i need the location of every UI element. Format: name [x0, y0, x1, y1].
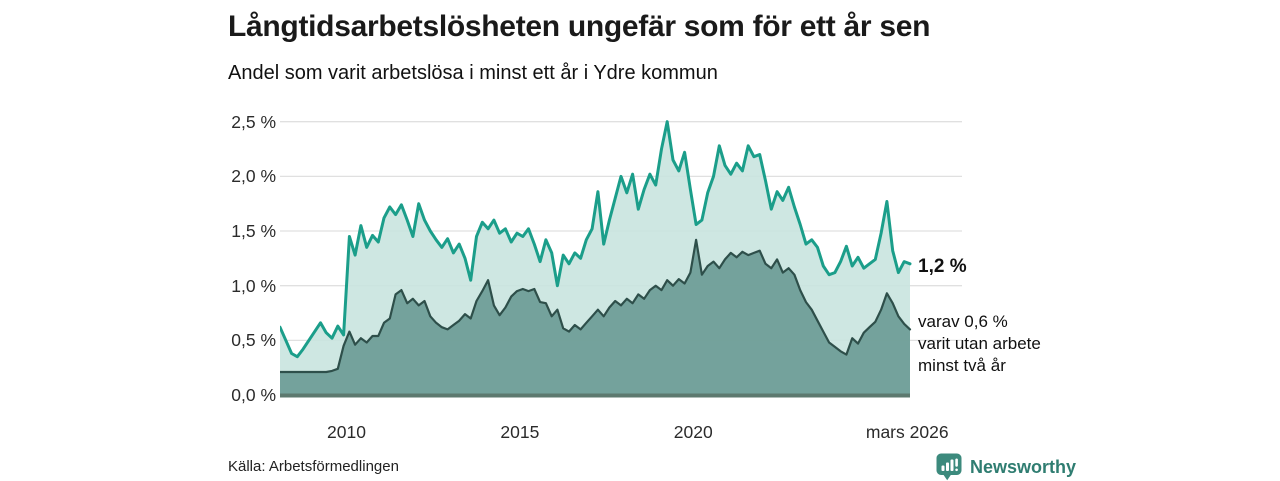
- newsworthy-logo: Newsworthy: [936, 453, 1076, 481]
- y-tick-label: 0,5 %: [231, 330, 276, 351]
- latest-value-label: 1,2 %: [918, 256, 967, 277]
- x-axis-line: [280, 393, 910, 398]
- latest-subseries-annotation: varav 0,6 % varit utan arbete minst två …: [918, 311, 1041, 377]
- annotation-line-2: varit utan arbete: [918, 334, 1041, 353]
- series-line-two-years: [280, 238, 912, 374]
- y-tick-label: 1,5 %: [231, 221, 276, 242]
- newsworthy-wordmark: Newsworthy: [970, 456, 1077, 477]
- annotation-line-3: minst två år: [918, 356, 1006, 375]
- x-tick-label: mars 2026: [865, 422, 949, 442]
- x-tick-label: 2020: [673, 422, 713, 442]
- y-tick-label: 2,5 %: [231, 111, 276, 132]
- chart-subtitle: Andel som varit arbetslösa i minst ett å…: [228, 62, 718, 84]
- x-tick-label: 2015: [500, 422, 540, 442]
- area-chart: [280, 120, 962, 398]
- y-tick-label: 0,0 %: [231, 385, 276, 405]
- newsworthy-badge-icon: [936, 453, 962, 481]
- annotation-line-1: varav 0,6 %: [918, 312, 1008, 331]
- series-line-total: [280, 120, 912, 359]
- x-tick-label: 2010: [327, 422, 366, 442]
- y-tick-label: 2,0 %: [231, 166, 276, 187]
- source-attribution: Källa: Arbetsförmedlingen: [228, 458, 399, 475]
- page-title: Långtidsarbetslösheten ungefär som för e…: [228, 10, 931, 43]
- y-tick-label: 1,0 %: [231, 275, 276, 296]
- series-area-two-years: [280, 239, 910, 395]
